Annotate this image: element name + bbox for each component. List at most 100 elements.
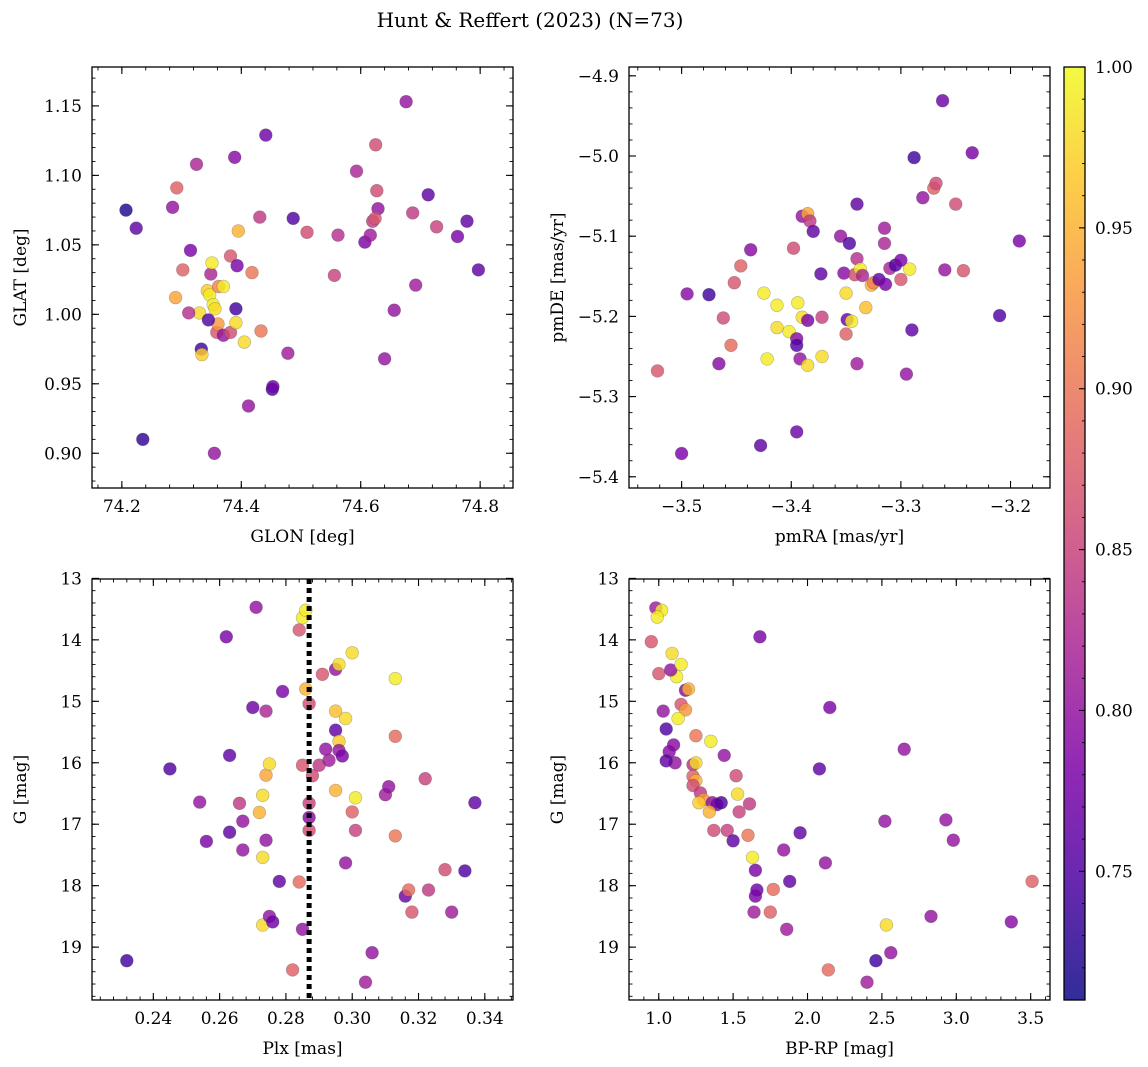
- data-point: [388, 671, 402, 686]
- data-point: [331, 228, 345, 242]
- data-point: [671, 711, 685, 726]
- y-tick-label: 17: [597, 815, 619, 835]
- data-point: [899, 367, 914, 381]
- data-point: [266, 379, 280, 394]
- y-tick-label: 19: [597, 938, 619, 958]
- data-point: [445, 905, 459, 919]
- data-point: [348, 823, 363, 838]
- x-tick-label: 0.24: [134, 1009, 172, 1029]
- data-point: [249, 600, 263, 614]
- data-point: [327, 268, 342, 283]
- data-point: [348, 791, 363, 805]
- data-point: [421, 188, 435, 202]
- data-point: [879, 918, 894, 932]
- data-point: [812, 762, 827, 776]
- data-point: [869, 953, 883, 968]
- data-point: [292, 623, 306, 637]
- data-point: [1012, 234, 1026, 248]
- axes-frame: [628, 578, 1051, 1001]
- data-point: [129, 221, 143, 235]
- data-point: [818, 856, 833, 870]
- data-point: [182, 306, 196, 320]
- data-point: [387, 303, 401, 317]
- data-point: [770, 320, 784, 335]
- x-tick-label: −3.3: [880, 497, 921, 517]
- data-point: [460, 214, 474, 228]
- data-point: [806, 224, 820, 239]
- data-point: [821, 963, 835, 977]
- data-point: [791, 296, 805, 310]
- data-point: [726, 834, 740, 848]
- y-tick-label: 18: [597, 877, 619, 897]
- data-point: [789, 338, 804, 352]
- data-point: [338, 856, 353, 870]
- data-point: [236, 814, 250, 828]
- x-tick-label: −3.4: [771, 497, 812, 517]
- data-point: [229, 302, 243, 316]
- data-point: [368, 211, 382, 226]
- panel-glon-glat: 74.2 74.4 74.6 74.8 0.90 0.95 1.00 1.05 1.10 1.15…: [11, 66, 514, 547]
- data-point: [228, 150, 242, 165]
- data-point: [782, 874, 797, 889]
- data-point: [458, 864, 472, 878]
- panels: 74.2 74.4 74.6 74.8 0.90 0.95 1.00 1.05 1.10 1.15…: [11, 66, 1051, 1059]
- data-point: [902, 262, 917, 276]
- data-point: [916, 191, 930, 205]
- y-tick-label: 15: [597, 692, 619, 712]
- data-point: [815, 310, 829, 324]
- data-point: [878, 277, 893, 291]
- points-bprp-g: [644, 601, 1039, 989]
- data-point: [345, 805, 359, 819]
- data-point: [163, 762, 177, 776]
- data-point: [878, 814, 892, 828]
- data-point: [793, 826, 807, 840]
- data-point: [689, 756, 703, 770]
- data-point: [275, 684, 290, 699]
- panel-bprp-g: 1.0 1.5 2.0 2.5 3.0 3.5 13 14 15 16 17 18 19 BP-RP [m…: [548, 569, 1051, 1059]
- colorbar-gradient: [1064, 67, 1085, 1000]
- panel-plx-g: 0.24 0.26 0.28 0.30 0.32 0.34 13 14 15 16 17 18 19 Pl…: [11, 569, 514, 1059]
- data-point: [742, 797, 757, 811]
- data-point: [328, 723, 343, 737]
- data-point: [189, 157, 204, 172]
- data-point: [877, 221, 892, 235]
- data-point: [907, 150, 921, 165]
- data-point: [183, 243, 198, 258]
- y-tick-label: 17: [60, 815, 82, 835]
- data-point: [894, 272, 908, 287]
- x-tick-label: 2.5: [868, 1009, 895, 1029]
- data-point: [1025, 874, 1039, 889]
- data-point: [833, 229, 848, 243]
- data-point: [650, 610, 664, 624]
- data-point: [365, 945, 379, 960]
- data-point: [266, 915, 280, 929]
- points-plx-g: [120, 600, 482, 989]
- data-point: [335, 749, 349, 763]
- data-point: [236, 843, 250, 857]
- x-axis-label: pmRA [mas/yr]: [775, 527, 904, 547]
- data-point: [168, 290, 183, 305]
- data-point: [844, 314, 859, 328]
- data-point: [300, 225, 314, 240]
- data-point: [438, 862, 452, 877]
- data-point: [650, 364, 665, 378]
- data-point: [815, 349, 829, 364]
- axes-frame: [91, 66, 514, 489]
- data-point: [262, 757, 277, 771]
- x-axis-label: Plx [mas]: [262, 1039, 342, 1059]
- x-tick-label: 74.6: [342, 497, 380, 517]
- data-point: [222, 748, 237, 763]
- data-point: [450, 229, 465, 244]
- data-point: [195, 347, 209, 362]
- data-point: [839, 286, 853, 300]
- data-point: [839, 327, 853, 341]
- data-point: [948, 197, 963, 211]
- data-point: [897, 742, 911, 756]
- data-point: [405, 905, 419, 919]
- data-point: [905, 323, 919, 337]
- data-point: [382, 779, 396, 794]
- data-point: [363, 228, 377, 242]
- data-point: [652, 666, 666, 681]
- data-point: [471, 263, 486, 277]
